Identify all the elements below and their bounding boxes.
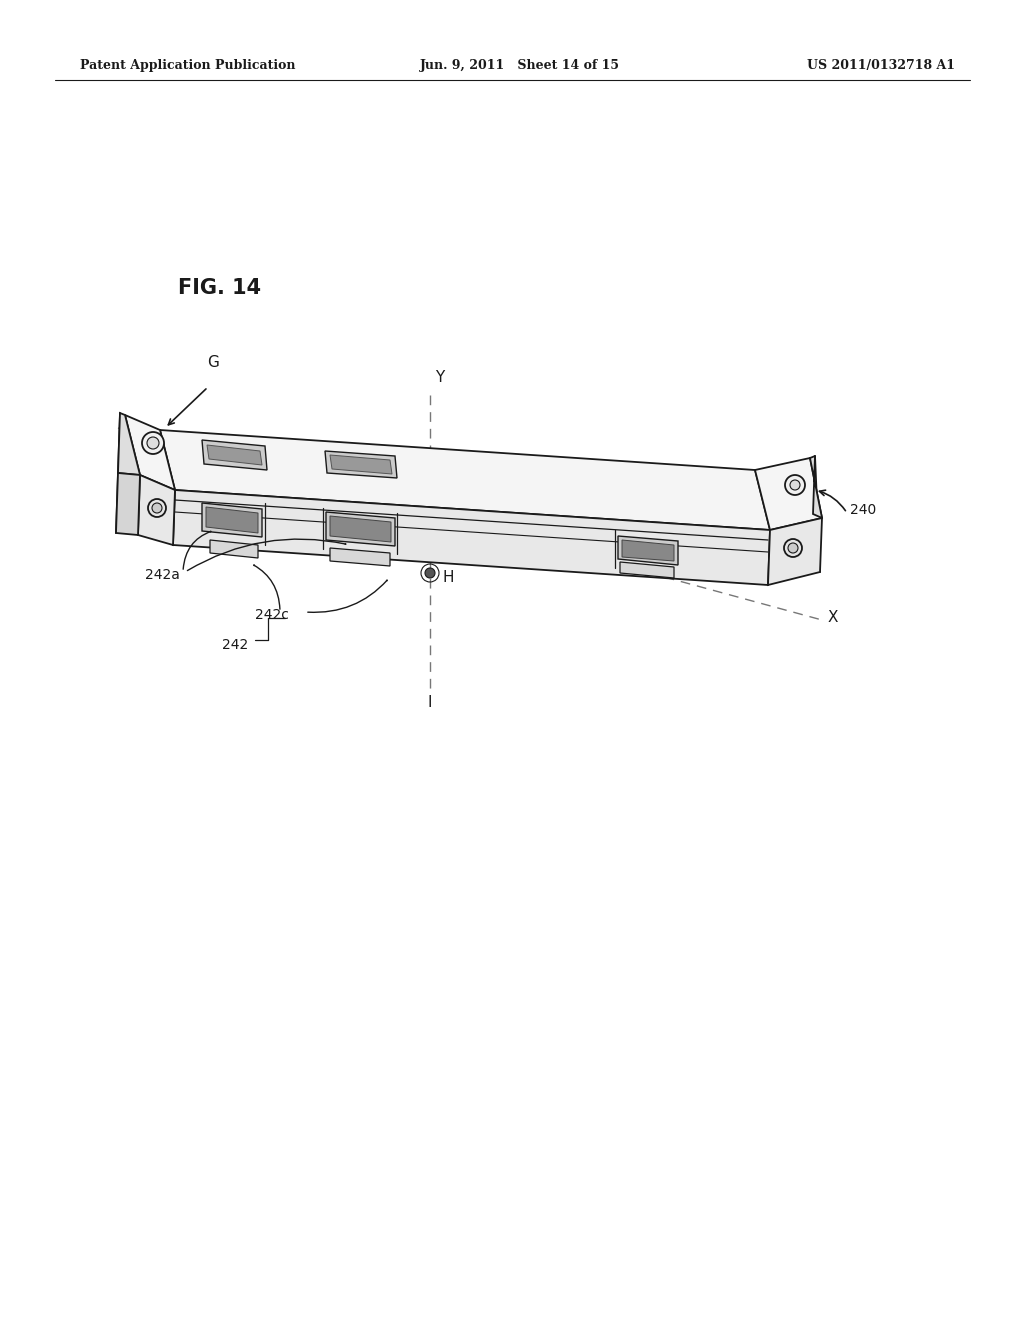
Polygon shape xyxy=(116,473,140,535)
Polygon shape xyxy=(326,512,395,546)
Polygon shape xyxy=(202,503,262,537)
Text: I: I xyxy=(428,696,432,710)
Text: Jun. 9, 2011   Sheet 14 of 15: Jun. 9, 2011 Sheet 14 of 15 xyxy=(420,58,620,71)
Text: Y: Y xyxy=(435,370,444,385)
Text: Patent Application Publication: Patent Application Publication xyxy=(80,58,296,71)
Text: H: H xyxy=(442,570,454,586)
Polygon shape xyxy=(138,475,175,545)
Circle shape xyxy=(788,543,798,553)
Polygon shape xyxy=(330,455,392,474)
Polygon shape xyxy=(330,548,390,566)
Polygon shape xyxy=(210,540,258,558)
Circle shape xyxy=(785,475,805,495)
Text: 242a: 242a xyxy=(145,568,180,582)
Polygon shape xyxy=(622,540,674,561)
Text: US 2011/0132718 A1: US 2011/0132718 A1 xyxy=(807,58,955,71)
Circle shape xyxy=(152,503,162,513)
Polygon shape xyxy=(620,562,674,578)
Circle shape xyxy=(142,432,164,454)
Text: FIG. 14: FIG. 14 xyxy=(178,279,261,298)
Circle shape xyxy=(790,480,800,490)
Polygon shape xyxy=(755,458,822,531)
FancyArrowPatch shape xyxy=(308,581,387,612)
Polygon shape xyxy=(330,516,391,543)
Circle shape xyxy=(148,499,166,517)
Text: 242c: 242c xyxy=(255,609,289,622)
FancyArrowPatch shape xyxy=(187,539,346,570)
Polygon shape xyxy=(125,414,175,490)
Polygon shape xyxy=(160,430,770,531)
Polygon shape xyxy=(325,451,397,478)
Text: G: G xyxy=(207,355,219,370)
Circle shape xyxy=(425,568,435,578)
Circle shape xyxy=(147,437,159,449)
Text: 242: 242 xyxy=(222,638,248,652)
Polygon shape xyxy=(618,536,678,565)
Text: 240: 240 xyxy=(850,503,877,517)
Text: X: X xyxy=(828,610,839,626)
Polygon shape xyxy=(202,440,267,470)
FancyArrowPatch shape xyxy=(183,532,211,569)
Circle shape xyxy=(784,539,802,557)
Polygon shape xyxy=(768,517,822,585)
FancyArrowPatch shape xyxy=(254,565,280,610)
Polygon shape xyxy=(206,507,258,533)
Polygon shape xyxy=(810,455,822,517)
Polygon shape xyxy=(207,445,262,465)
Polygon shape xyxy=(173,490,770,585)
Polygon shape xyxy=(118,413,140,475)
